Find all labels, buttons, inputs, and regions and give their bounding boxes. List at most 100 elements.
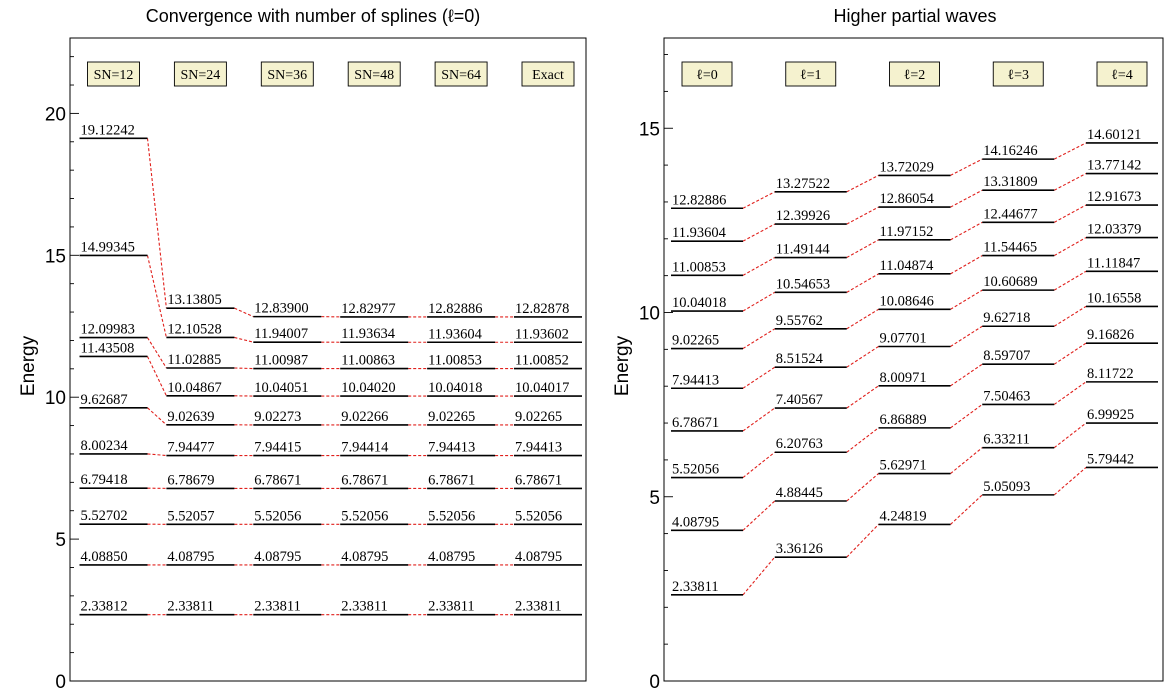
y-tick-label: 15 <box>45 246 66 267</box>
level-connector <box>147 453 167 457</box>
energy-level-label: 12.82878 <box>515 301 569 317</box>
level-connector <box>1053 381 1087 405</box>
level-connector <box>742 500 776 531</box>
level-connector <box>742 257 776 276</box>
energy-level-label: 7.94477 <box>167 440 214 456</box>
column-header-label: SN=36 <box>267 68 307 83</box>
energy-level-label: 13.13805 <box>167 292 221 308</box>
right-y-axis-label: Energy <box>612 335 633 396</box>
level-connector <box>846 427 879 453</box>
left-column-headers: SN=12 SN=24 SN=36 SN=48 SN=64 Exact <box>87 61 575 87</box>
energy-level-label: 10.04018 <box>428 380 482 396</box>
energy-level-label: 14.99345 <box>81 239 135 255</box>
energy-level-label: 11.93634 <box>341 326 396 342</box>
right-column-headers: ℓ=0 ℓ=1 ℓ=2 ℓ=3 ℓ=4 <box>681 61 1148 87</box>
column-header-label: ℓ=2 <box>904 68 926 83</box>
energy-level-label: 9.02265 <box>515 409 562 425</box>
level-connector <box>846 524 879 558</box>
energy-level-label: 9.55762 <box>776 313 823 329</box>
level-connector <box>950 158 983 176</box>
level-connector <box>950 325 983 347</box>
right-chart-title: Higher partial waves <box>833 6 996 26</box>
column-header: SN=48 <box>347 61 401 87</box>
level-connector <box>950 363 983 387</box>
column-header: ℓ=3 <box>992 61 1044 87</box>
energy-level-label: 11.49144 <box>776 242 831 258</box>
energy-level-label: 12.82977 <box>341 301 395 317</box>
energy-level-label: 2.33811 <box>341 599 388 615</box>
column-header: SN=64 <box>434 61 488 87</box>
level-connector <box>742 556 776 596</box>
column-header: ℓ=4 <box>1096 61 1148 87</box>
energy-level-label: 4.08795 <box>254 549 301 565</box>
energy-level-label: 10.16558 <box>1087 290 1141 306</box>
column-header-box <box>1096 61 1148 87</box>
energy-level-label: 10.08646 <box>880 293 934 309</box>
level-connector <box>742 291 776 312</box>
left-plot-frame <box>69 37 587 682</box>
energy-level-label: 4.08795 <box>672 514 719 530</box>
energy-level-label: 6.86889 <box>880 412 927 428</box>
energy-level-label: 8.00971 <box>880 370 927 386</box>
level-connector <box>846 206 879 225</box>
energy-level-label: 12.10528 <box>167 321 221 337</box>
column-header-label: SN=64 <box>441 68 481 83</box>
energy-level-label: 6.33211 <box>983 432 1030 448</box>
column-header-box <box>434 61 488 87</box>
level-connector <box>1054 142 1087 160</box>
energy-level-label: 9.16826 <box>1087 327 1134 343</box>
energy-level-label: 6.78671 <box>341 472 388 488</box>
energy-level-label: 5.05093 <box>983 479 1030 495</box>
level-connector <box>846 308 879 330</box>
level-connector <box>846 346 879 368</box>
level-connector <box>742 223 776 242</box>
energy-level-label: 12.82886 <box>428 301 482 317</box>
energy-level-label: 9.62718 <box>983 310 1030 326</box>
energy-level-label: 7.94413 <box>428 440 475 456</box>
column-header: ℓ=2 <box>889 61 940 87</box>
energy-level-label: 5.52056 <box>672 462 719 478</box>
energy-level-label: 2.33811 <box>254 599 301 615</box>
energy-level-label: 11.93604 <box>428 326 483 342</box>
energy-level-label: 2.33811 <box>167 599 214 615</box>
energy-level-label: 6.78679 <box>167 472 214 488</box>
energy-level-label: 6.20763 <box>776 436 823 452</box>
energy-level-label: 11.00853 <box>428 353 482 369</box>
level-connector <box>234 336 254 343</box>
level-connector <box>1053 467 1087 496</box>
level-connector <box>742 451 776 478</box>
energy-level-label: 11.93602 <box>515 326 569 342</box>
level-connector <box>742 191 776 209</box>
energy-level-label: 5.52056 <box>515 508 562 524</box>
energy-level-label: 9.62687 <box>81 392 128 408</box>
level-connector <box>742 366 776 389</box>
energy-level-label: 7.50463 <box>983 388 1030 404</box>
column-header: SN=12 <box>87 61 140 87</box>
energy-level-label: 3.36126 <box>776 541 823 557</box>
level-connector <box>1053 422 1087 449</box>
column-header-label: ℓ=1 <box>800 68 822 83</box>
level-connector <box>742 328 776 349</box>
energy-level-label: 11.04874 <box>880 258 935 274</box>
column-header-label: ℓ=4 <box>1111 68 1133 83</box>
level-connector <box>1053 270 1087 291</box>
y-tick-label: 0 <box>55 672 66 693</box>
energy-level-label: 9.02273 <box>254 409 301 425</box>
energy-level-label: 11.43508 <box>81 340 135 356</box>
column-header-label: ℓ=3 <box>1007 68 1029 83</box>
energy-level-label: 5.52056 <box>341 508 388 524</box>
energy-level-label: 5.79442 <box>1087 451 1134 467</box>
y-tick-label: 10 <box>45 388 66 409</box>
energy-level-label: 8.51524 <box>776 351 824 367</box>
energy-level-label: 4.08795 <box>515 549 562 565</box>
energy-level-label: 13.27522 <box>776 176 830 192</box>
energy-level-label: 8.11722 <box>1087 366 1134 382</box>
column-header-label: SN=48 <box>354 68 394 83</box>
energy-level-label: 6.78671 <box>428 472 475 488</box>
energy-level-label: 12.09983 <box>81 322 135 338</box>
energy-level-label: 12.39926 <box>776 208 830 224</box>
energy-level-label: 7.40567 <box>776 392 823 408</box>
level-connector <box>1053 173 1087 191</box>
energy-level-label: 8.00234 <box>81 438 129 454</box>
